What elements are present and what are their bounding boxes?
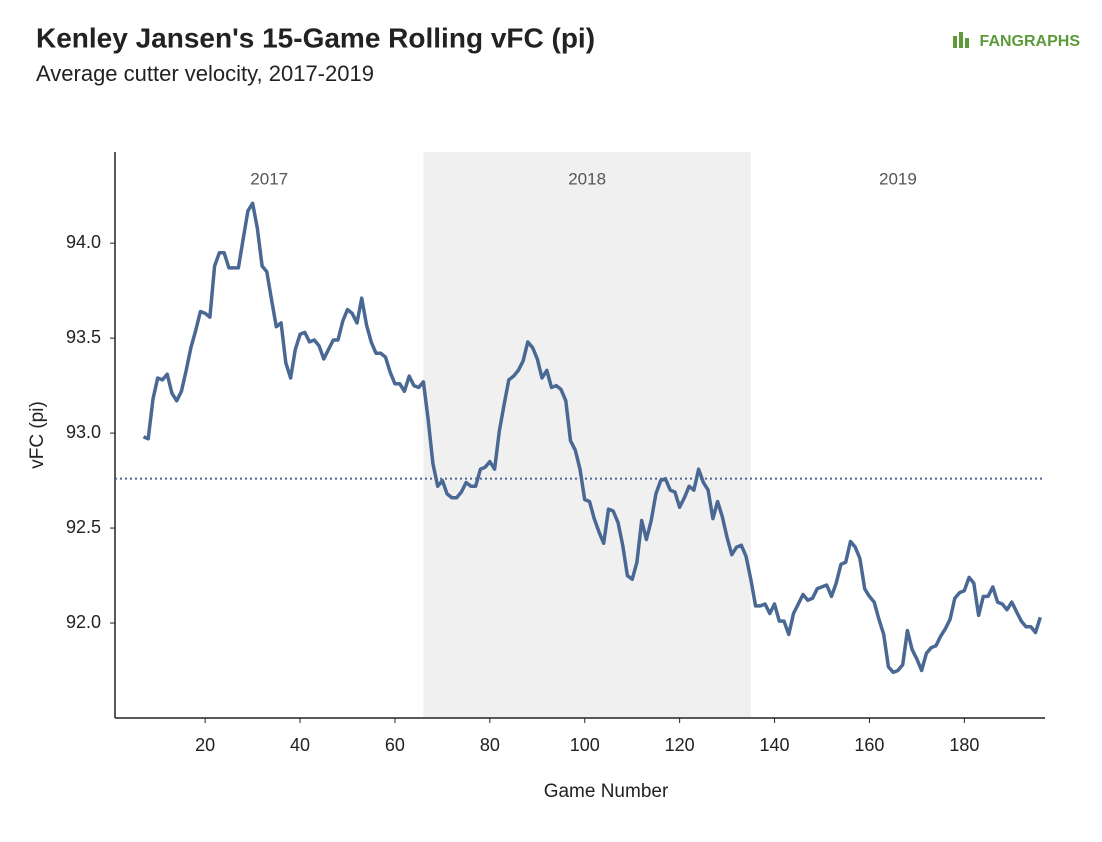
y-tick-label: 92.5	[66, 517, 101, 537]
x-tick-label: 160	[854, 735, 884, 755]
season-shade	[423, 152, 751, 718]
y-tick-label: 93.0	[66, 422, 101, 442]
y-tick-label: 93.5	[66, 327, 101, 347]
x-tick-label: 40	[290, 735, 310, 755]
logo-icon	[953, 32, 969, 48]
x-tick-label: 60	[385, 735, 405, 755]
chart-title: Kenley Jansen's 15-Game Rolling vFC (pi)	[36, 22, 595, 53]
season-label: 2019	[879, 169, 917, 188]
y-tick-label: 94.0	[66, 232, 101, 252]
x-tick-label: 120	[665, 735, 695, 755]
y-axis-label: vFC (pi)	[27, 401, 48, 469]
x-axis-label: Game Number	[544, 781, 669, 802]
data-line	[142, 201, 1042, 675]
season-label: 2018	[568, 169, 606, 188]
x-tick-label: 20	[195, 735, 215, 755]
chart-subtitle: Average cutter velocity, 2017-2019	[36, 61, 374, 86]
season-label: 2017	[250, 169, 288, 188]
x-tick-label: 140	[760, 735, 790, 755]
x-tick-label: 180	[949, 735, 979, 755]
x-tick-label: 80	[480, 735, 500, 755]
logo: FANGRAPHS	[980, 33, 1081, 50]
y-tick-label: 92.0	[66, 612, 101, 632]
x-tick-label: 100	[570, 735, 600, 755]
